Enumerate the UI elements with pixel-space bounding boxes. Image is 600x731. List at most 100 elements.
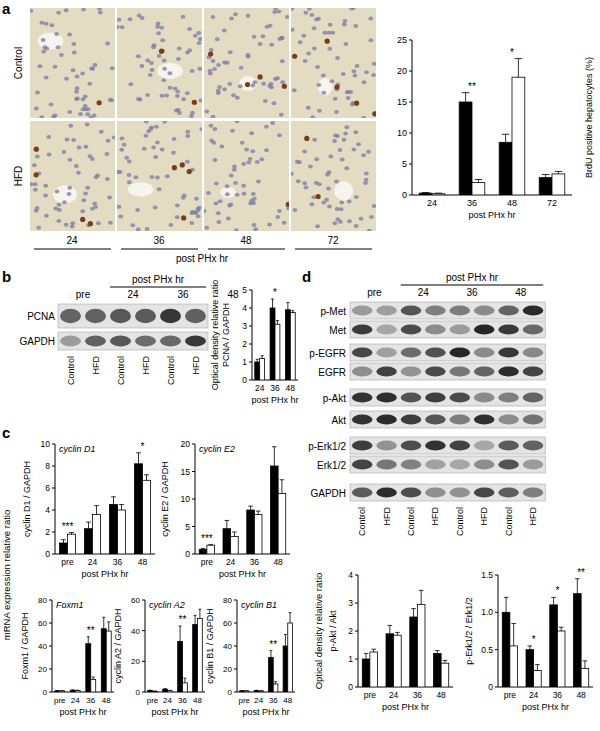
x-tick-label: 24 [254,696,263,705]
band [523,347,543,357]
column-label: 36 [153,235,165,246]
micrograph [30,121,115,231]
nucleus [53,65,58,69]
x-tick-label: 24 [427,198,437,208]
y-tick [249,344,252,345]
nucleus [229,173,234,177]
band [474,347,494,357]
nucleus [239,66,244,70]
nucleus [157,54,162,58]
nucleus [315,224,320,228]
band [85,336,106,347]
nucleus [231,93,236,97]
y-tick-label: 25 [397,35,407,45]
error-bar [511,624,516,646]
bar-chart: 020406080pre243648**post PHx hrFoxm1Foxm… [20,596,114,717]
brdu-nucleus [316,194,321,199]
band [401,305,421,315]
band [523,392,543,402]
bar [143,480,151,554]
column-label: 48 [240,235,252,246]
bar [386,634,394,687]
band [401,487,421,497]
nucleus [138,98,143,102]
band [523,440,543,450]
bar [273,684,278,692]
error-bar [395,632,400,635]
error-bar [76,690,79,691]
nucleus [159,26,164,30]
nucleus [136,54,141,58]
nucleus [90,157,95,161]
nucleus [349,8,354,10]
axis-label: post PHx hr [176,253,229,264]
bar [207,545,215,554]
band [425,324,445,334]
nucleus [41,50,46,54]
y-tick [52,554,55,555]
bar [283,646,288,692]
nucleus [117,25,120,29]
nucleus [368,16,373,20]
nucleus [76,171,81,175]
y-tick-label: 0.5 [481,645,493,655]
lane-label: Control [504,507,514,536]
nucleus [128,82,133,86]
error-bar [102,617,105,629]
blot-strip [350,484,545,501]
nucleus [246,14,251,18]
nucleus [228,203,233,207]
x-tick-label: 48 [286,383,296,393]
nucleus [175,94,180,98]
nucleus [352,69,357,73]
nucleus [372,62,376,66]
y-tick [234,646,237,647]
vessel [38,33,64,50]
nucleus [364,178,369,182]
nucleus [298,40,303,44]
bar [499,142,512,195]
axis-label: post PHx hr [522,702,569,712]
y-axis [252,290,253,380]
nucleus [219,145,224,149]
y-tick [409,133,412,134]
y-tick [355,575,358,576]
nucleus [71,42,76,46]
y-tick-label: 2 [348,626,353,636]
nucleus [68,124,73,128]
band [474,305,494,315]
nucleus [74,164,79,168]
y-tick-label: 3 [348,598,353,608]
nucleus [258,42,263,46]
axis-label: cyclin A2 / GAPDH [113,608,123,683]
nucleus [128,17,133,21]
error-bar [411,609,416,617]
micrograph-bg [117,121,202,231]
micrograph-bg [30,121,115,231]
y-tick [49,669,52,670]
lane-label: HFD [430,507,440,526]
error-bar [208,544,213,546]
band [425,366,445,376]
y-tick [355,631,358,632]
bar [270,308,275,380]
chart-title: cyclin B1 [241,600,277,610]
x-tick-label: 48 [436,690,446,700]
y-tick [52,532,55,533]
y-tick [249,362,252,363]
error-bar [276,321,279,325]
nucleus [65,138,70,142]
y-tick-label: 20 [181,439,191,449]
error-bar [364,653,369,659]
nucleus [38,64,43,68]
band [425,347,445,357]
row-label: p-Met [320,306,346,317]
nucleus [328,155,333,159]
blot-strip [350,363,545,380]
y-tick-label: 1.5 [481,570,493,580]
nucleus [296,179,301,183]
y-tick-label: 6 [45,483,50,493]
brdu-nucleus [354,101,359,106]
brdu-nucleus [208,51,213,56]
bars [199,447,285,554]
